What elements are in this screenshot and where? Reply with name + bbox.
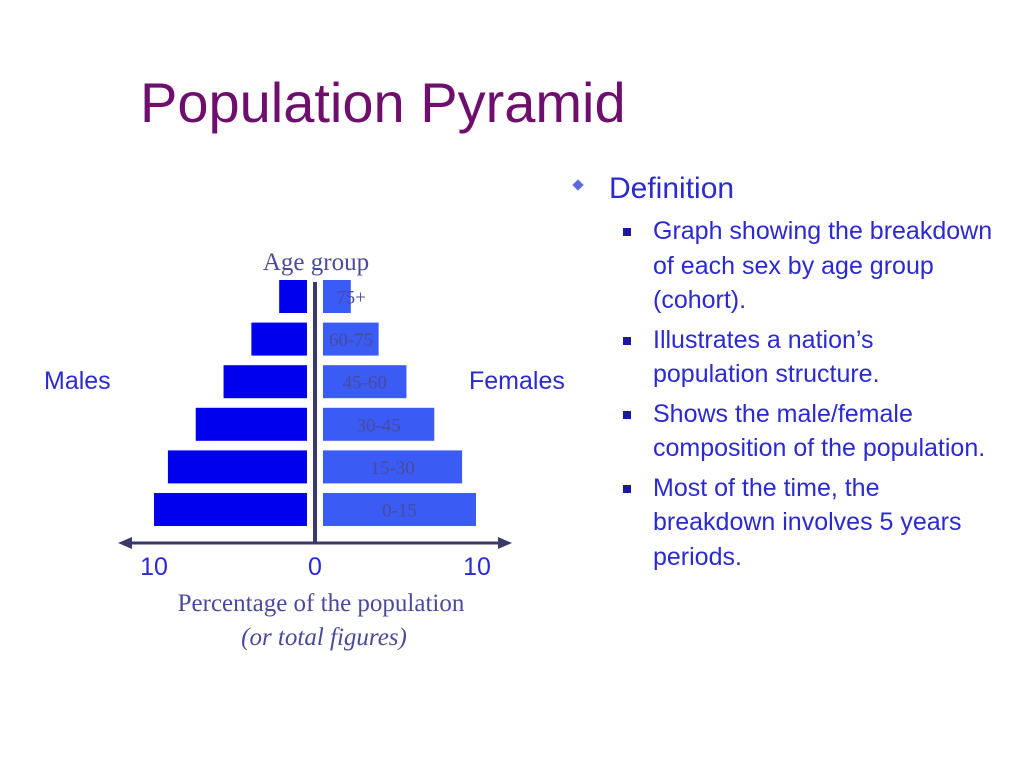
population-pyramid-diagram: 75+ 60-75 45-60 30-45 15-30 0-15 Age group Ma… [44,249,565,651]
x-axis-title: Percentage of the population [178,590,465,617]
female-bar-15-30 [323,450,463,484]
x-tick-left: 10 [140,553,168,581]
x-tick-right: 10 [463,553,491,581]
diamond-bullet-icon [572,179,584,191]
male-bar-60-75 [251,322,307,356]
pyramid-bars: 75+ 60-75 45-60 30-45 15-30 0-15 [154,280,476,526]
females-label: Females [469,367,565,395]
bullet-item: Most of the time, the breakdown involves… [572,471,993,575]
square-bullet-icon [623,336,631,345]
definition-bullet-list: Graph showing the breakdown of each sex … [572,214,1012,574]
definition-panel: Definition Graph showing the breakdown o… [572,170,1012,579]
definition-heading: Definition [572,170,1012,208]
axis-arrow-left [118,537,132,549]
definition-heading-text: Definition [609,172,735,205]
female-bar-75+ [323,280,351,313]
slide-title: Population Pyramid [140,71,626,134]
male-bar-45-60 [223,365,307,399]
x-tick-center: 0 [308,553,322,581]
males-label: Males [44,367,111,395]
male-bar-75+ [279,280,307,313]
bullet-item: Illustrates a nation’s population struct… [572,323,993,392]
age-group-tick-60-75: 60-75 [329,330,373,351]
female-bar-60-75 [323,322,379,356]
age-group-tick-30-45: 30-45 [356,415,400,436]
age-group-tick-0-15: 0-15 [382,501,417,522]
axis-arrow-right [498,537,512,549]
age-group-tick-45-60: 45-60 [343,373,387,394]
age-group-tick-75+: 75+ [336,288,366,309]
square-bullet-icon [623,228,631,236]
female-bar-45-60 [323,365,407,399]
square-bullet-icon [623,410,631,419]
square-bullet-icon [623,484,631,493]
bullet-item: Shows the male/female composition of the… [572,397,993,466]
age-group-tick-15-30: 15-30 [370,458,414,479]
male-bar-15-30 [167,450,307,484]
male-bar-0-15 [154,493,307,526]
female-bar-30-45 [323,407,435,441]
x-axis-subtitle: (or total figures) [241,624,407,651]
female-bar-0-15 [323,493,476,526]
bullet-item: Graph showing the breakdown of each sex … [572,214,993,318]
male-bar-30-45 [195,407,307,441]
age-group-label: Age group [263,249,369,276]
